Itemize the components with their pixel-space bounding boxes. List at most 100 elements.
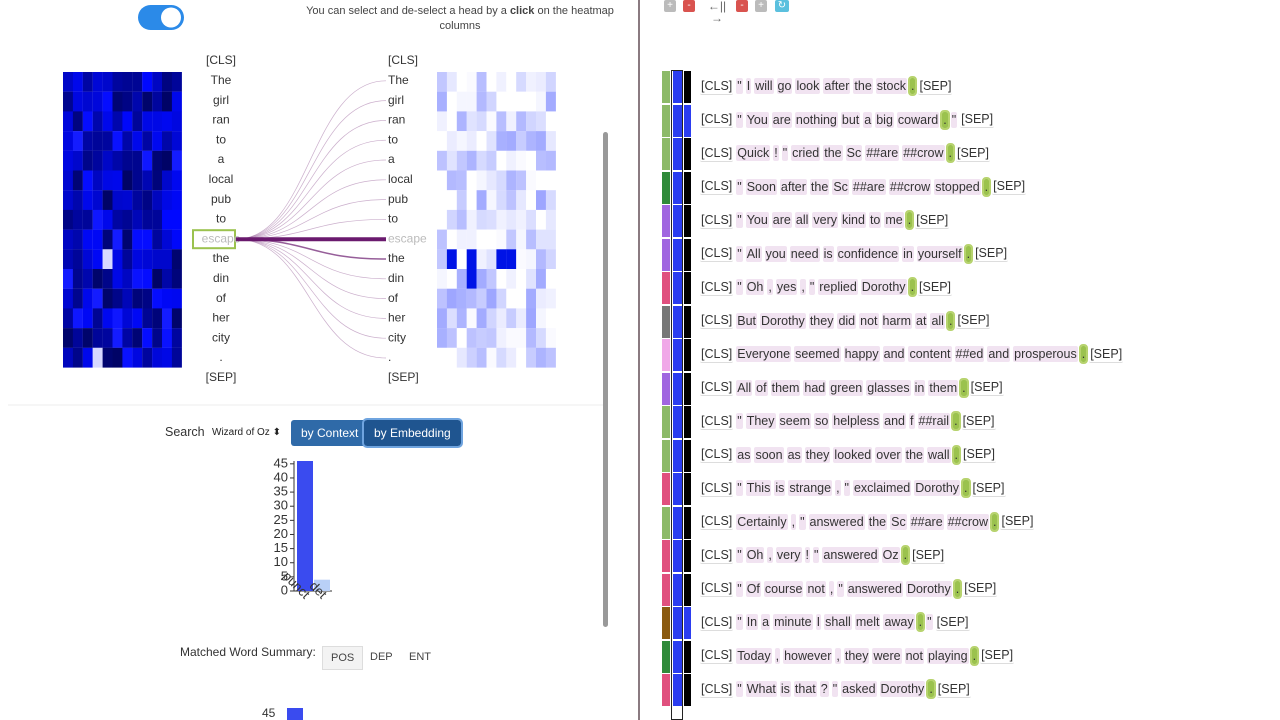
token: Certainly: [736, 513, 788, 530]
heat-cell: [82, 229, 93, 250]
summary-tab[interactable]: ENT: [409, 651, 431, 663]
summary-bar: [287, 708, 303, 720]
heat-cell: [152, 131, 163, 151]
sentence[interactable]: [CLS] " Oh, yes, " replied Dorothy. [SEP]: [700, 277, 953, 297]
token: ": [736, 111, 743, 128]
sentence[interactable]: [CLS] Today, however, they were not playing. [S…: [700, 645, 1015, 666]
heat-cell: [92, 229, 103, 250]
token: minute: [773, 614, 813, 630]
token: [SEP]: [915, 212, 950, 229]
token: All: [736, 379, 753, 396]
heat-cell: [82, 328, 93, 348]
token: .: [904, 210, 915, 230]
heat-cell: [82, 288, 93, 309]
heat-cell: [476, 229, 487, 250]
bar: [314, 579, 330, 591]
corpus-select[interactable]: Wizard of Oz ⬍: [212, 427, 281, 438]
heat-cell: [545, 288, 556, 309]
token: ": [736, 614, 743, 630]
heat-cell: [486, 209, 497, 230]
heat-cell: [536, 209, 546, 230]
heat-cell: [437, 91, 447, 112]
token: look: [795, 78, 821, 94]
heat-cell: [63, 249, 73, 270]
attention-line: [235, 238, 387, 280]
sentence[interactable]: [CLS] Quick! " cried the Sc ##are ##crow. [SEP]: [700, 143, 990, 163]
summary-tab[interactable]: POS: [322, 646, 364, 670]
control-button[interactable]: -: [736, 0, 748, 12]
token: playing: [926, 647, 969, 664]
sentence[interactable]: [CLS] " This is strange, " exclaimed Dorothy. [S…: [700, 478, 1006, 498]
control-button[interactable]: -: [683, 0, 695, 12]
sentence[interactable]: [CLS] " You are all very kind to me. [SEP]: [700, 210, 950, 230]
row-tag: [662, 339, 670, 371]
refresh-button[interactable]: ↻: [775, 0, 789, 12]
heat-cell: [92, 190, 103, 210]
head-bar: [673, 506, 682, 539]
heat-cell: [545, 347, 556, 368]
heat-cell: [446, 170, 457, 191]
heat-cell: [526, 170, 537, 191]
token: ": [736, 580, 743, 597]
token: ##rail: [917, 413, 951, 429]
scrollbar[interactable]: [603, 132, 608, 627]
control-button[interactable]: +: [755, 0, 767, 12]
sentence[interactable]: [CLS] But Dorothy they did not harm at all. [SEP]: [700, 310, 991, 331]
heat-cell: [506, 347, 517, 368]
token: You: [745, 212, 769, 228]
heat-cell: [446, 328, 457, 348]
sentence[interactable]: [CLS] " What is that? " asked Dorothy. [SEP]: [700, 679, 971, 699]
token: answered: [846, 580, 903, 597]
sentence[interactable]: [CLS] " You are nothing but a big coward. " [SEP]: [700, 109, 995, 130]
control-button[interactable]: ←||→: [707, 0, 727, 25]
sentence[interactable]: [CLS] " Soon after the Sc ##are ##crow stopped.[…: [700, 176, 1027, 197]
heat-cell: [132, 308, 143, 329]
heat-cell: [466, 91, 477, 112]
heat-cell: [162, 131, 172, 151]
head-bar: [684, 305, 691, 338]
control-button[interactable]: +: [664, 0, 676, 12]
token: .: [969, 645, 980, 666]
sentence[interactable]: [CLS] All of them had green glasses in them. [SEP…: [700, 377, 1004, 398]
heat-cell: [63, 308, 73, 329]
summary-tab[interactable]: DEP: [370, 651, 393, 663]
head-bar: [673, 674, 682, 706]
heat-cell: [516, 229, 527, 250]
summary-label: Matched Word Summary:: [180, 645, 316, 659]
token: ": [736, 279, 743, 295]
heat-cell: [516, 288, 527, 309]
sentence[interactable]: [CLS] " Oh, very! " answered Oz. [SEP]: [700, 545, 946, 565]
y-tick-label: 10: [274, 554, 288, 569]
heat-cell: [506, 269, 517, 289]
heat-cell: [486, 170, 497, 191]
sentence[interactable]: [CLS] as soon as they looked over the wall. [SEP]: [700, 444, 996, 465]
token: [CLS]: [700, 514, 734, 530]
sentence[interactable]: [CLS] " They seem so helpless and f ##rail. [SEP]: [700, 411, 996, 431]
embedding-button[interactable]: by Embedding: [362, 418, 463, 448]
context-button[interactable]: by Context: [291, 420, 369, 446]
heat-cell: [466, 170, 477, 191]
sentence[interactable]: [CLS] Everyone seemed happy and content ##ed an…: [700, 344, 1124, 364]
token: over: [875, 446, 902, 463]
token: [SEP]: [974, 246, 1009, 262]
heat-cell: [446, 131, 457, 151]
left-token: to: [216, 132, 226, 146]
token: replied: [818, 279, 858, 295]
sentence[interactable]: [CLS] " Of course not, " answered Dorothy. [SEP]: [700, 578, 998, 599]
token: Dorothy: [879, 681, 926, 697]
heat-cell: [536, 328, 546, 348]
attention-line: [235, 238, 387, 359]
sentence[interactable]: [CLS] " All you need is confidence in yourself.[…: [700, 243, 1009, 264]
heat-cell: [112, 91, 123, 112]
sentence[interactable]: [CLS] Certainly, " answered the Sc ##are ##crow…: [700, 511, 1035, 532]
heat-cell: [171, 328, 182, 348]
heat-cell: [526, 288, 537, 309]
heat-cell: [486, 269, 497, 289]
heat-cell: [63, 150, 73, 171]
instruction-text: You can select and de-select a head by a: [306, 5, 507, 17]
token: [CLS]: [700, 547, 734, 564]
heat-cell: [486, 249, 497, 270]
corpus-name: Wizard of Oz: [212, 427, 270, 438]
